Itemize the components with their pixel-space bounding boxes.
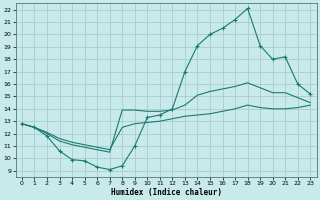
X-axis label: Humidex (Indice chaleur): Humidex (Indice chaleur) (111, 188, 221, 197)
